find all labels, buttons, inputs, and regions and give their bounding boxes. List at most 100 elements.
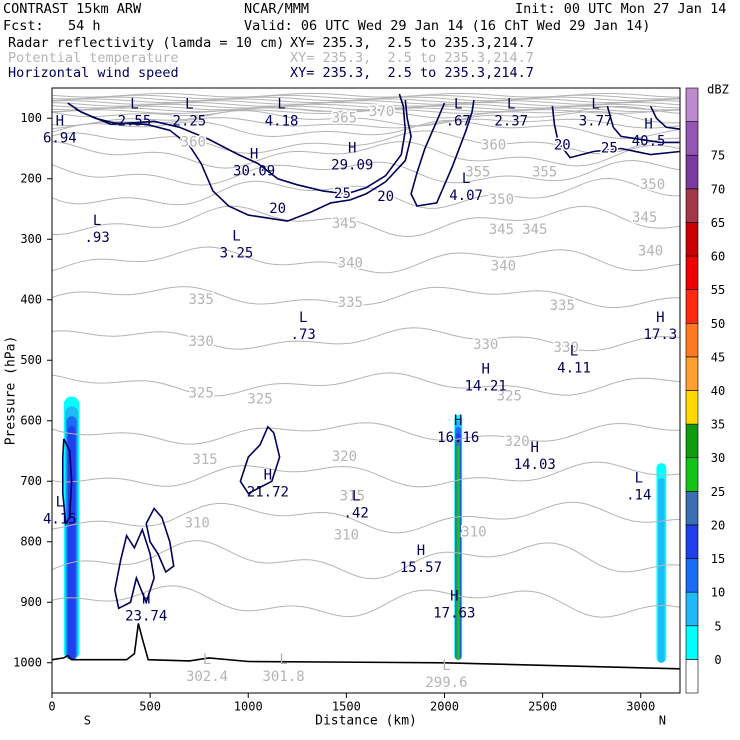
y-tick-label: 900 <box>20 595 42 609</box>
extremum-value: 4.11 <box>557 360 591 376</box>
y-tick-label: 600 <box>20 413 42 427</box>
colorbar-level-label: 75 <box>711 149 725 163</box>
colorbar-level-label: 0 <box>714 653 721 667</box>
extremum-type: L <box>442 658 450 674</box>
contour-labels: 370 365 360 360 355 355 350 350 345 345 345 345 340 3… <box>43 96 677 690</box>
colorbar-box <box>685 356 699 391</box>
extremum-type: L <box>507 96 515 112</box>
extremum-type: H <box>142 591 150 607</box>
extremum-type: L <box>299 310 307 326</box>
extremum-value: 16.16 <box>437 430 479 446</box>
colorbar-level-label: 65 <box>711 216 725 230</box>
extremum-value: 14.03 <box>514 457 556 473</box>
forecast-hour: Fcst: 54 h <box>3 18 101 34</box>
theta-label: 310 <box>185 516 210 532</box>
colorbar-box <box>685 188 699 223</box>
y-tick-label: 200 <box>20 171 42 185</box>
theta-label: 310 <box>334 528 359 544</box>
extremum-type: L <box>56 495 64 511</box>
extremum-value: 14.21 <box>465 378 507 394</box>
theta-label: 365 <box>332 110 357 126</box>
theta-label: 340 <box>638 243 663 259</box>
theta-label: 335 <box>189 292 214 308</box>
valid-time: Valid: 06 UTC Wed 29 Jan 14 (16 ChT Wed … <box>244 18 651 34</box>
extremum-type: H <box>417 543 425 559</box>
theta-contour-line <box>51 246 681 274</box>
extremum-type: H <box>481 361 489 377</box>
theta-label: 370 <box>369 104 394 120</box>
wind-label: 25 <box>334 186 351 202</box>
theta-label: 330 <box>554 340 579 356</box>
theta-contour-line <box>51 110 681 127</box>
extremum-value: 15.57 <box>400 560 442 576</box>
reflectivity-cell-0-level-4 <box>67 426 76 660</box>
colorbar-level-label: 25 <box>711 485 725 499</box>
theta-label: 355 <box>465 165 490 181</box>
colorbar-box <box>685 390 699 425</box>
wind-contour-line <box>239 425 281 495</box>
theta-contour-line <box>51 140 681 169</box>
x-tick-label: 0 <box>48 700 55 714</box>
wind-contour-line <box>551 106 681 159</box>
colorbar-box <box>685 491 699 526</box>
extremum-type: H <box>348 141 356 157</box>
x-end-label-south: S <box>84 714 91 728</box>
extremum-type: L <box>279 652 287 668</box>
model-title: CONTRAST 15km ARW <box>3 1 142 17</box>
extremum-type: H <box>450 588 458 604</box>
theta-label: 325 <box>497 389 522 405</box>
colorbar-box <box>685 222 699 257</box>
colorbar: dBZ 0 5 10 15 20 25 30 35 40 45 50 55 60 65 70 75 <box>685 83 729 694</box>
theta-contour-line <box>51 327 681 352</box>
x-tick-label: 1000 <box>234 700 263 714</box>
extremum-type: H <box>644 116 652 132</box>
wind-contour-line <box>114 527 155 610</box>
x-tick-label: 2500 <box>528 700 557 714</box>
colorbar-box <box>685 154 699 190</box>
wind-label: 20 <box>554 137 571 153</box>
colorbar-box <box>685 121 699 156</box>
extremum-value: 40.5 <box>632 133 666 149</box>
field-wind-xy: XY= 235.3, 2.5 to 235.3,214.7 <box>290 65 534 81</box>
theta-label: 325 <box>247 392 272 408</box>
y-tick-label: 1000 <box>13 655 42 669</box>
theta-label: 310 <box>461 525 486 541</box>
extremum-value: .14 <box>626 487 651 503</box>
colorbar-level-label: 60 <box>711 250 725 264</box>
theta-label: 345 <box>489 222 514 238</box>
wind-contour-line <box>145 507 175 574</box>
colorbar-level-label: 10 <box>711 586 725 600</box>
extremum-type: H <box>531 440 539 456</box>
extremum-type: L <box>232 228 240 244</box>
theta-label: 335 <box>338 295 363 311</box>
colorbar-box <box>685 591 699 627</box>
theta-label: 355 <box>532 165 557 181</box>
extremum-type: H <box>56 113 64 129</box>
y-tick-label: 100 <box>20 111 42 125</box>
theta-contour-line <box>51 372 681 397</box>
reflectivity-cell-2-level-2 <box>658 478 665 663</box>
colorbar-level-label: 55 <box>711 283 725 297</box>
extremum-type: L <box>203 652 211 668</box>
theta-label: 340 <box>338 255 363 271</box>
field-theta-xy: XY= 235.3, 2.5 to 235.3,214.7 <box>290 50 534 66</box>
colorbar-level-label: 20 <box>711 518 725 532</box>
colorbar-level-label: 5 <box>714 619 721 633</box>
extremum-type: L <box>591 96 599 112</box>
extremum-type: L <box>93 213 101 229</box>
extremum-value: 4.07 <box>449 188 483 204</box>
theta-contour-line <box>51 159 681 186</box>
colorbar-level-label: 50 <box>711 317 725 331</box>
theta-label: 345 <box>332 216 357 232</box>
axes: 100 200 300 400 500 600 700 800 900 1000 0 500 1000 1… <box>4 87 681 729</box>
extremum-value: 17.3 <box>644 327 678 343</box>
theta-label: 315 <box>340 488 365 504</box>
theta-label: 315 <box>192 452 217 468</box>
colorbar-level-label: 70 <box>711 182 725 196</box>
colorbar-box <box>685 457 699 492</box>
extremum-value: 6.94 <box>43 130 77 146</box>
x-tick-label: 2000 <box>430 700 459 714</box>
terrain-line <box>51 623 681 670</box>
wind-contour-line <box>62 438 73 526</box>
center-label: NCAR/MMM <box>244 1 310 17</box>
